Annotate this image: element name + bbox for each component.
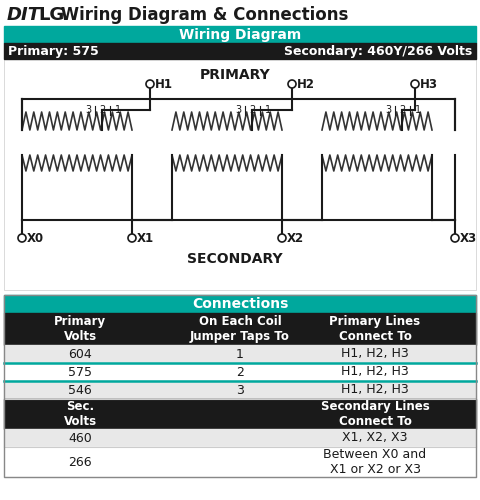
Text: Primary Lines
Connect To: Primary Lines Connect To — [329, 315, 420, 343]
Text: 1: 1 — [415, 105, 421, 115]
Text: 3: 3 — [385, 105, 391, 115]
Bar — [4, 345, 476, 363]
Bar — [4, 447, 476, 477]
Text: DIT: DIT — [7, 6, 41, 24]
Circle shape — [128, 234, 136, 242]
Text: 3: 3 — [85, 105, 91, 115]
Circle shape — [451, 234, 459, 242]
Circle shape — [18, 234, 26, 242]
Text: 604: 604 — [68, 348, 92, 360]
Text: X1: X1 — [137, 232, 154, 244]
Text: Primary: 575: Primary: 575 — [8, 44, 99, 58]
Text: 575: 575 — [68, 366, 92, 378]
Text: 266: 266 — [68, 456, 92, 468]
Text: 3: 3 — [236, 384, 244, 396]
Text: SECONDARY: SECONDARY — [187, 252, 283, 266]
Text: Between X0 and
X1 or X2 or X3: Between X0 and X1 or X2 or X3 — [324, 448, 427, 476]
Text: Primary
Volts: Primary Volts — [54, 315, 106, 343]
Bar — [4, 381, 476, 399]
Text: H1: H1 — [155, 78, 173, 90]
Text: 2: 2 — [99, 105, 106, 115]
Text: H1, H2, H3: H1, H2, H3 — [341, 366, 409, 378]
Bar — [4, 26, 476, 43]
Text: H3: H3 — [420, 78, 438, 90]
Text: 2: 2 — [399, 105, 406, 115]
Circle shape — [288, 80, 296, 88]
Text: X0: X0 — [27, 232, 44, 244]
Bar — [4, 399, 476, 429]
Text: 1: 1 — [264, 105, 271, 115]
Bar — [4, 363, 476, 381]
Text: 3: 3 — [235, 105, 241, 115]
Circle shape — [411, 80, 419, 88]
Text: Secondary Lines
Connect To: Secondary Lines Connect To — [321, 400, 430, 428]
Text: Connections: Connections — [192, 297, 288, 311]
Text: Wiring Diagram & Connections: Wiring Diagram & Connections — [55, 6, 348, 24]
Text: H1, H2, H3: H1, H2, H3 — [341, 348, 409, 360]
Bar — [4, 313, 476, 345]
Bar — [4, 429, 476, 447]
Circle shape — [278, 234, 286, 242]
Text: 460: 460 — [68, 432, 92, 444]
Bar — [4, 59, 476, 290]
Text: Sec.
Volts: Sec. Volts — [63, 400, 96, 428]
Text: 546: 546 — [68, 384, 92, 396]
Text: H1, H2, H3: H1, H2, H3 — [341, 384, 409, 396]
Text: PRIMARY: PRIMARY — [200, 68, 270, 82]
Text: X1, X2, X3: X1, X2, X3 — [342, 432, 408, 444]
Text: X2: X2 — [287, 232, 304, 244]
Text: Secondary: 460Y/266 Volts: Secondary: 460Y/266 Volts — [284, 44, 472, 58]
Text: 2: 2 — [249, 105, 255, 115]
Bar — [4, 295, 476, 313]
Bar — [4, 43, 476, 59]
Text: On Each Coil
Jumper Taps To: On Each Coil Jumper Taps To — [190, 315, 290, 343]
Text: H2: H2 — [297, 78, 315, 90]
Text: 2: 2 — [236, 366, 244, 378]
Bar — [4, 295, 476, 477]
Text: 1: 1 — [236, 348, 244, 360]
Text: 1: 1 — [115, 105, 121, 115]
Text: Wiring Diagram: Wiring Diagram — [179, 28, 301, 42]
Text: X3: X3 — [460, 232, 477, 244]
Circle shape — [146, 80, 154, 88]
Text: LG: LG — [38, 6, 64, 24]
